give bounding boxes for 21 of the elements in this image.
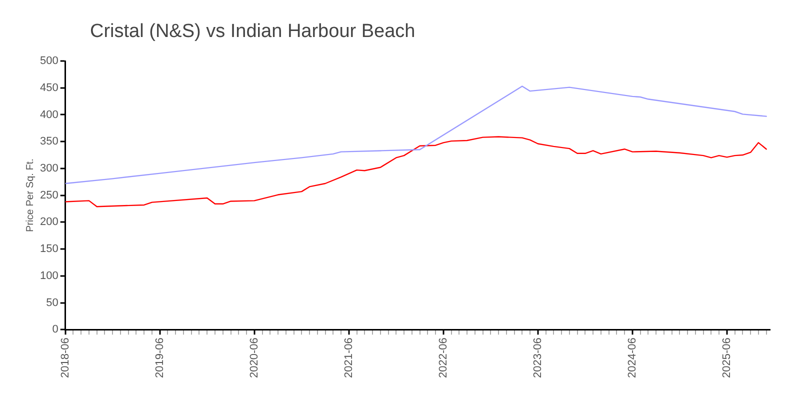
chart-title: Cristal (N&S) vs Indian Harbour Beach — [90, 21, 416, 43]
x-tick-label: 2025-06 — [720, 338, 733, 378]
y-tick-label: 0 — [52, 324, 58, 336]
y-tick-label: 450 — [40, 82, 58, 94]
y-tick-label: 50 — [46, 296, 58, 309]
y-tick-label: 150 — [40, 243, 58, 256]
y-tick-label: 100 — [40, 270, 58, 282]
y-tick-label: 500 — [40, 55, 58, 68]
x-tick-label: 2019-06 — [154, 338, 166, 378]
x-tick-label: 2024-06 — [626, 338, 638, 378]
x-tick-label: 2021-06 — [342, 338, 355, 378]
y-axis-title: Price Per Sq. Ft. — [24, 158, 36, 232]
y-tick-label: 400 — [40, 108, 58, 121]
x-tick-label: 2023-06 — [532, 338, 544, 378]
x-tick-label: 2020-06 — [248, 338, 260, 378]
y-tick-label: 350 — [40, 136, 58, 148]
y-tick-label: 200 — [40, 216, 58, 228]
x-tick-label: 2022-06 — [437, 338, 450, 378]
y-tick-label: 300 — [40, 162, 58, 174]
x-tick-label: 2018-06 — [59, 338, 72, 378]
y-tick-label: 250 — [40, 189, 58, 202]
